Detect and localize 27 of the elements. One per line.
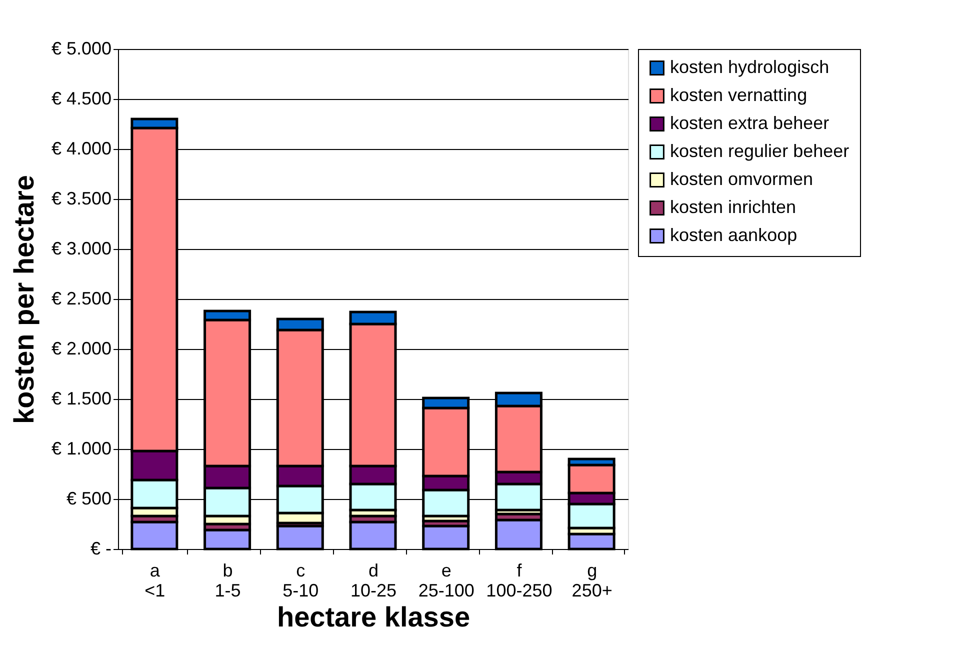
legend-label: kosten vernatting: [670, 85, 808, 105]
x-tick-label: d 10-25: [350, 560, 397, 600]
x-tick-label: e 25-100: [418, 560, 474, 600]
x-tick-label: g 250+: [572, 560, 612, 600]
y-tick-label: € 1.000: [51, 438, 112, 458]
y-tick-label: € 4.500: [51, 88, 112, 108]
y-tick-label: € 1.500: [51, 388, 112, 408]
y-tick-label: € 4.000: [51, 138, 112, 158]
x-tick-label: b 1-5: [214, 560, 241, 600]
y-tick-label: € 3.500: [51, 188, 112, 208]
y-axis-title: kosten per hectare: [8, 175, 40, 424]
legend-label: kosten hydrologisch: [670, 57, 830, 77]
y-tick-label: € 500: [66, 488, 112, 508]
x-tick-label: f 100-250: [486, 560, 552, 600]
x-axis-title: hectare klasse: [276, 602, 470, 632]
y-tick-label: € 3.000: [51, 238, 112, 258]
y-tick-label: € 2.500: [51, 288, 112, 308]
legend-label: kosten extra beheer: [670, 113, 830, 133]
legend-label: kosten regulier beheer: [670, 141, 850, 161]
legend-label: kosten omvormen: [670, 169, 814, 189]
legend-label: kosten inrichten: [670, 197, 796, 217]
y-tick-label: € 5.000: [51, 38, 112, 58]
y-tick-label: € 2.000: [51, 338, 112, 358]
legend-label: kosten aankoop: [670, 225, 798, 245]
x-tick-label: c 5-10: [282, 560, 319, 600]
y-tick-label: € -: [90, 538, 112, 558]
x-tick-label: a <1: [144, 560, 166, 600]
